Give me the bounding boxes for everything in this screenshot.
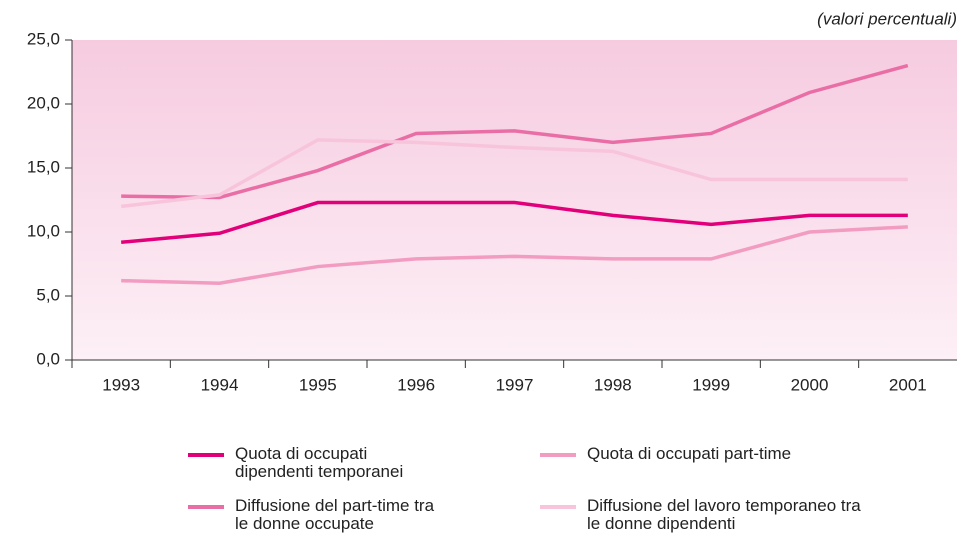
x-tick-label: 1997 — [496, 375, 534, 394]
y-tick-label: 15,0 — [27, 157, 60, 176]
x-tick-label: 1995 — [299, 375, 337, 394]
y-tick-label: 5,0 — [36, 285, 60, 304]
y-tick-label: 25,0 — [27, 29, 60, 48]
legend-label: Quota di occupati part-time — [587, 444, 792, 463]
annotation: (valori percentuali) — [817, 9, 957, 28]
x-tick-label: 1993 — [102, 375, 140, 394]
x-tick-label: 2001 — [889, 375, 927, 394]
series-line — [121, 200, 908, 244]
y-tick-label: 20,0 — [27, 93, 60, 112]
x-tick-label: 1998 — [594, 375, 632, 394]
y-tick-label: 10,0 — [27, 221, 60, 240]
series-line — [121, 225, 908, 285]
series-line — [121, 63, 909, 200]
x-tick-label: 1996 — [397, 375, 435, 394]
x-tick-label: 2000 — [791, 375, 829, 394]
series-line — [120, 138, 908, 209]
y-tick-label: 0,0 — [36, 349, 60, 368]
legend-label: Diffusione del part-time tra le donne oc… — [235, 496, 435, 533]
x-tick-label: 1999 — [692, 375, 730, 394]
legend-label: Quota di occupati dipendenti temporanei — [235, 444, 404, 481]
x-tick-label: 1994 — [201, 375, 239, 394]
legend-label: Diffusione del lavoro temporaneo tra le … — [587, 496, 861, 533]
